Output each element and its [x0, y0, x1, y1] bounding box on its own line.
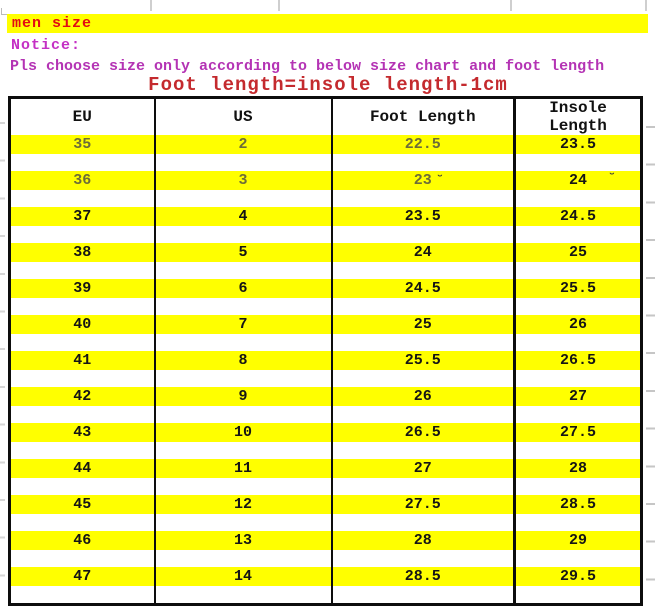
table-row: 37 4 23.5 24.5 — [9, 207, 642, 243]
cell-insole: 25.5 — [513, 279, 642, 315]
men-size-highlight: men size — [7, 14, 648, 33]
cell-us: 8 — [153, 351, 332, 387]
table-row: 43 10 26.5 27.5 — [9, 423, 642, 459]
cell-eu: 37 — [9, 207, 155, 243]
cell-us: 7 — [153, 315, 332, 351]
cell-eu: 45 — [9, 495, 155, 531]
stray-mark: ˘ — [608, 171, 616, 186]
cell-insole: 25 — [513, 243, 642, 279]
cell-foot: 28.5 — [330, 567, 515, 605]
cell-us: 13 — [153, 531, 332, 567]
table-row: 41 8 25.5 26.5 — [9, 351, 642, 387]
cell-insole: 24.5 — [513, 207, 642, 243]
cell-foot: 25 — [330, 315, 515, 351]
column-header-us: US — [153, 97, 332, 135]
cell-eu: 46 — [9, 531, 155, 567]
cell-us: 10 — [153, 423, 332, 459]
column-header-insole-length: Insole Length — [513, 97, 642, 135]
cell-insole: 24 — [513, 171, 642, 207]
cell-eu: 44 — [9, 459, 155, 495]
table-row: 40 7 25 26 — [9, 315, 642, 351]
cell-foot: 22.5 — [330, 135, 515, 171]
cell-eu: 36 — [9, 171, 155, 207]
size-chart-table: EU US Foot Length Insole Length 35 2 22.5 23.5… — [8, 96, 643, 606]
size-chart-header-row: EU US Foot Length Insole Length — [9, 97, 642, 135]
cell-eu: 47 — [9, 567, 155, 605]
table-row: 39 6 24.5 25.5 — [9, 279, 642, 315]
gridline-tick-top — [150, 0, 152, 11]
cell-insole: 29.5 — [513, 567, 642, 605]
cell-insole: 28 — [513, 459, 642, 495]
cell-eu: 40 — [9, 315, 155, 351]
cell-eu: 35 — [9, 135, 155, 171]
cell-eu: 39 — [9, 279, 155, 315]
column-header-eu: EU — [9, 97, 155, 135]
cell-us: 5 — [153, 243, 332, 279]
cell-foot: 26 — [330, 387, 515, 423]
men-size-label: men size — [12, 15, 93, 32]
cell-foot: 23 — [330, 171, 515, 207]
cell-insole: 29 — [513, 531, 642, 567]
cell-foot: 28 — [330, 531, 515, 567]
cell-foot: 27.5 — [330, 495, 515, 531]
cell-us: 4 — [153, 207, 332, 243]
cell-insole: 27 — [513, 387, 642, 423]
cell-insole: 27.5 — [513, 423, 642, 459]
cell-eu: 42 — [9, 387, 155, 423]
table-row: 46 13 28 29 — [9, 531, 642, 567]
cell-insole: 26 — [513, 315, 642, 351]
cell-foot: 23.5 — [330, 207, 515, 243]
cell-foot: 24 — [330, 243, 515, 279]
table-row: 36 3 23 24 — [9, 171, 642, 207]
table-row: 47 14 28.5 29.5 — [9, 567, 642, 605]
cell-us: 14 — [153, 567, 332, 605]
cell-us: 11 — [153, 459, 332, 495]
right-gridline-ticks — [646, 126, 655, 596]
cell-foot: 25.5 — [330, 351, 515, 387]
cell-insole: 28.5 — [513, 495, 642, 531]
notice-text: Pls choose size only according to below … — [10, 58, 605, 75]
cell-insole: 23.5 — [513, 135, 642, 171]
table-row: 38 5 24 25 — [9, 243, 642, 279]
cell-eu: 38 — [9, 243, 155, 279]
cell-foot: 24.5 — [330, 279, 515, 315]
gridline-corner-mark — [1, 8, 9, 15]
table-row: 42 9 26 27 — [9, 387, 642, 423]
gridline-tick-top — [645, 0, 647, 11]
cell-eu: 43 — [9, 423, 155, 459]
cell-us: 3 — [153, 171, 332, 207]
left-gridline-ticks — [0, 122, 5, 596]
cell-foot: 27 — [330, 459, 515, 495]
stray-mark: ˘ — [436, 173, 444, 188]
size-chart-body: 35 2 22.5 23.5 36 3 23 24 37 4 23.5 24.5 38 5 24 25 39 6 2… — [9, 135, 642, 605]
cell-us: 12 — [153, 495, 332, 531]
cell-us: 2 — [153, 135, 332, 171]
table-row: 44 11 27 28 — [9, 459, 642, 495]
cell-us: 6 — [153, 279, 332, 315]
gridline-tick-top — [278, 0, 280, 11]
column-header-foot-length: Foot Length — [330, 97, 515, 135]
table-row: 45 12 27.5 28.5 — [9, 495, 642, 531]
table-row: 35 2 22.5 23.5 — [9, 135, 642, 171]
cell-us: 9 — [153, 387, 332, 423]
cell-insole: 26.5 — [513, 351, 642, 387]
gridline-tick-top — [510, 0, 512, 11]
notice-label: Notice: — [11, 37, 82, 54]
formula-text: Foot length=insole length-1cm — [148, 74, 508, 96]
cell-eu: 41 — [9, 351, 155, 387]
cell-foot: 26.5 — [330, 423, 515, 459]
